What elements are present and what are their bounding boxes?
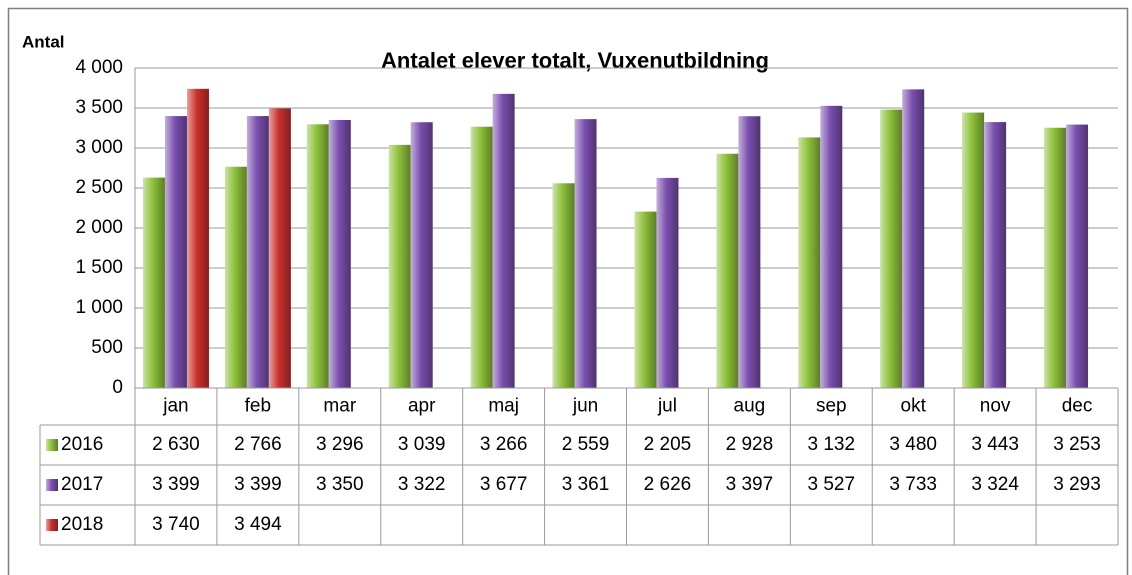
legend-key [46, 519, 58, 531]
data-table-value: 3 397 [726, 474, 774, 495]
bar [410, 122, 433, 389]
bar [902, 89, 925, 389]
bar [142, 177, 165, 388]
data-table-value: 2 205 [644, 434, 692, 455]
x-tick-label: mar [323, 396, 356, 417]
x-tick-label: jan [162, 396, 188, 417]
data-table-value: 3 296 [316, 434, 364, 455]
bar [268, 108, 291, 388]
legend-key [46, 439, 58, 451]
data-table-value: 3 733 [889, 474, 937, 495]
data-table-value: 2 630 [152, 434, 200, 455]
y-tick-label: 500 [91, 337, 123, 358]
y-tick-label: 1 000 [75, 297, 123, 318]
data-table-value: 3 253 [1053, 434, 1101, 455]
data-table-value: 2 928 [726, 434, 774, 455]
legend-key [46, 479, 58, 491]
bar [738, 116, 761, 389]
data-table-value: 3 677 [480, 474, 528, 495]
chart-title: Antalet elever totalt, Vuxenutbildning [381, 48, 769, 73]
x-tick-label: sep [816, 396, 847, 417]
y-tick-label: 0 [112, 377, 123, 398]
y-tick-label: 3 000 [75, 137, 123, 158]
bar [1066, 124, 1089, 388]
data-table-value: 2 766 [234, 434, 282, 455]
data-table-value: 2 559 [562, 434, 610, 455]
bar [962, 112, 985, 388]
data-table-value: 3 399 [152, 474, 200, 495]
data-table-value: 3 399 [234, 474, 282, 495]
x-tick-label: nov [980, 396, 1011, 417]
x-tick-label: jun [572, 396, 598, 417]
data-table-value: 3 324 [971, 474, 1019, 495]
bar [306, 124, 329, 388]
data-table-value: 3 039 [398, 434, 446, 455]
bar [186, 88, 209, 389]
bar [880, 109, 903, 388]
bar [164, 116, 187, 388]
data-table-value: 2 626 [644, 474, 692, 495]
data-table-value: 3 350 [316, 474, 364, 495]
bar [328, 120, 351, 388]
data-table-value: 3 132 [808, 434, 856, 455]
data-table-value: 3 480 [889, 434, 937, 455]
legend-label: 2018 [61, 514, 103, 535]
bar [634, 211, 657, 388]
data-table-value: 3 527 [808, 474, 856, 495]
bar [552, 183, 575, 388]
bar [492, 93, 515, 388]
bar [246, 116, 269, 388]
y-tick-label: 1 500 [75, 257, 123, 278]
bar [716, 153, 739, 388]
y-tick-label: 2 000 [75, 217, 123, 238]
data-table-value: 3 443 [971, 434, 1019, 455]
bar [224, 166, 247, 388]
bar [1044, 127, 1067, 388]
bar [820, 105, 843, 388]
data-table-value: 3 740 [152, 514, 200, 535]
data-table-value: 3 322 [398, 474, 446, 495]
y-tick-label: 4 000 [75, 57, 123, 78]
data-table-value: 3 361 [562, 474, 610, 495]
x-tick-label: aug [734, 396, 766, 417]
y-tick-label: 3 500 [75, 97, 123, 118]
bar [798, 137, 821, 388]
y-tick-label: 2 500 [75, 177, 123, 198]
bar [574, 119, 597, 389]
data-table-value: 3 293 [1053, 474, 1101, 495]
data-table-value: 3 494 [234, 514, 282, 535]
x-tick-label: feb [245, 396, 271, 417]
x-tick-label: apr [408, 396, 436, 417]
x-tick-label: okt [901, 396, 927, 417]
x-tick-label: maj [488, 396, 519, 417]
x-tick-label: dec [1062, 396, 1093, 417]
data-table-value: 3 266 [480, 434, 528, 455]
bar [470, 126, 493, 388]
bar [984, 122, 1007, 388]
legend-label: 2017 [61, 474, 103, 495]
bar [656, 177, 679, 388]
y-axis-label: Antal [22, 32, 65, 51]
legend-label: 2016 [61, 434, 103, 455]
x-tick-label: jul [657, 396, 677, 417]
bar [388, 144, 411, 388]
